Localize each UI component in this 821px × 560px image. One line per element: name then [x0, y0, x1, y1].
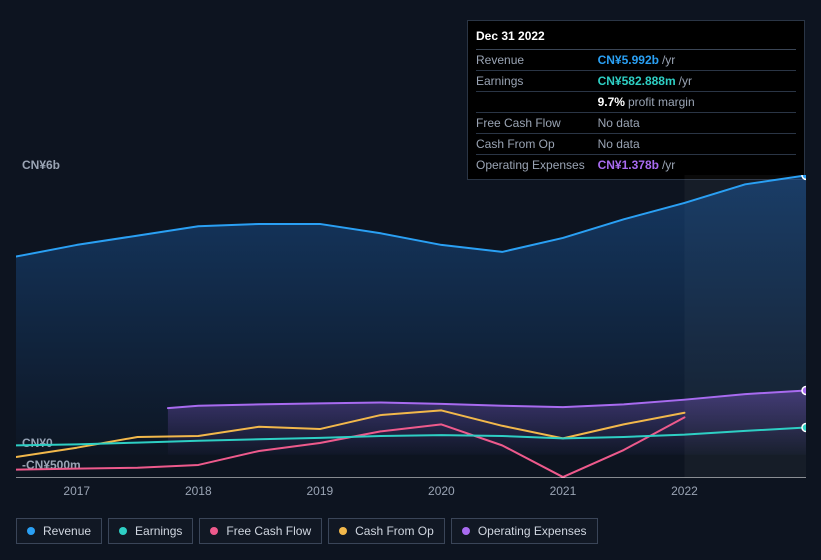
- series-marker-earnings: [802, 424, 806, 432]
- legend-label: Free Cash Flow: [226, 524, 311, 538]
- legend-dot-icon: [119, 527, 127, 535]
- legend-item-revenue[interactable]: Revenue: [16, 518, 102, 544]
- legend-item-opex[interactable]: Operating Expenses: [451, 518, 598, 544]
- tooltip-row: EarningsCN¥582.888m/yr: [476, 71, 796, 92]
- tooltip-row-label: Operating Expenses: [476, 155, 598, 176]
- x-tick-label: 2021: [550, 484, 577, 498]
- tooltip-row-label: Revenue: [476, 50, 598, 71]
- tooltip-row-value: No data: [598, 113, 796, 134]
- tooltip-row-value: CN¥1.378b/yr: [598, 155, 796, 176]
- y-axis-top-label: CN¥6b: [22, 158, 60, 172]
- legend-label: Operating Expenses: [478, 524, 587, 538]
- x-tick-label: 2017: [63, 484, 90, 498]
- tooltip-row-value: CN¥5.992b/yr: [598, 50, 796, 71]
- legend: Revenue Earnings Free Cash Flow Cash From O…: [16, 518, 598, 544]
- tooltip-date: Dec 31 2022: [476, 27, 796, 50]
- tooltip-table: RevenueCN¥5.992b/yrEarningsCN¥582.888m/y…: [476, 50, 796, 175]
- legend-dot-icon: [339, 527, 347, 535]
- legend-item-fcf[interactable]: Free Cash Flow: [199, 518, 322, 544]
- legend-item-earnings[interactable]: Earnings: [108, 518, 193, 544]
- hover-tooltip: Dec 31 2022 RevenueCN¥5.992b/yrEarningsC…: [467, 20, 805, 180]
- financials-chart[interactable]: [16, 175, 806, 478]
- x-tick-label: 2019: [306, 484, 333, 498]
- legend-label: Revenue: [43, 524, 91, 538]
- legend-dot-icon: [27, 527, 35, 535]
- tooltip-row-value: CN¥582.888m/yr: [598, 71, 796, 92]
- series-marker-opex: [802, 386, 806, 394]
- legend-label: Earnings: [135, 524, 182, 538]
- x-tick-label: 2020: [428, 484, 455, 498]
- x-tick-label: 2018: [185, 484, 212, 498]
- tooltip-row: Operating ExpensesCN¥1.378b/yr: [476, 155, 796, 176]
- tooltip-row-value: No data: [598, 134, 796, 155]
- legend-dot-icon: [462, 527, 470, 535]
- tooltip-row-label: Cash From Op: [476, 134, 598, 155]
- tooltip-row: Cash From OpNo data: [476, 134, 796, 155]
- x-axis: 2017 2018 2019 2020 2021 2022: [16, 484, 806, 500]
- tooltip-row-label: Free Cash Flow: [476, 113, 598, 134]
- tooltip-row-label: Earnings: [476, 71, 598, 92]
- tooltip-row: Free Cash FlowNo data: [476, 113, 796, 134]
- x-tick-label: 2022: [671, 484, 698, 498]
- tooltip-row: RevenueCN¥5.992b/yr: [476, 50, 796, 71]
- legend-item-cashop[interactable]: Cash From Op: [328, 518, 445, 544]
- tooltip-row: 9.7%profit margin: [476, 92, 796, 113]
- legend-label: Cash From Op: [355, 524, 434, 538]
- legend-dot-icon: [210, 527, 218, 535]
